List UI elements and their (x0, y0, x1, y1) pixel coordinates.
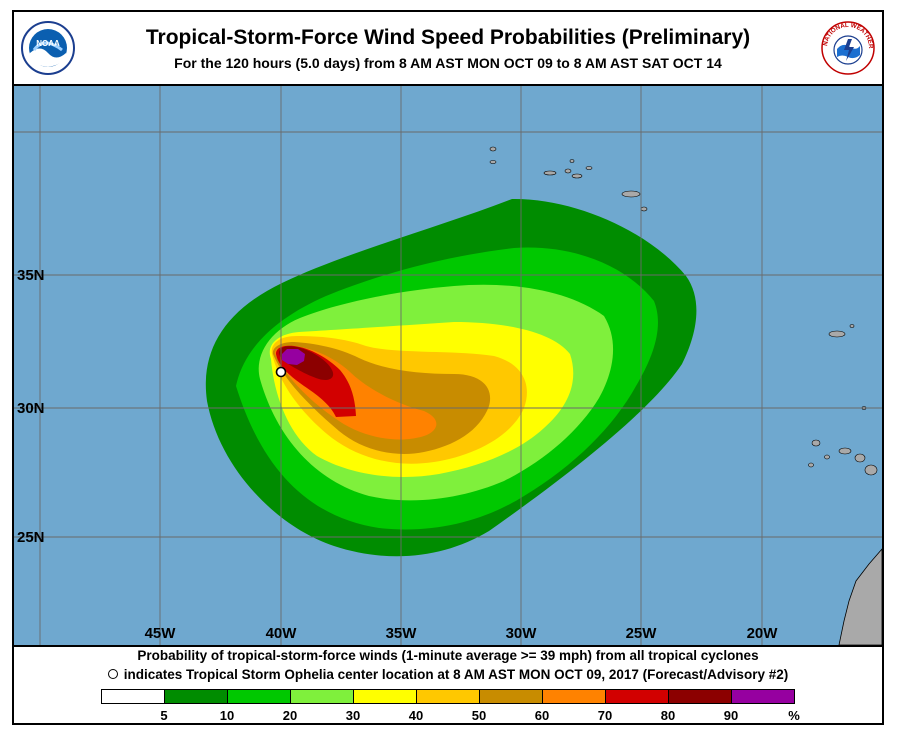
color-legend: 5 10 20 30 40 50 60 70 80 90% (101, 689, 801, 723)
legend-swatch (731, 689, 795, 704)
probability-map: 35N 30N 25N 45W 40W 35W 30W 25W 20W (14, 84, 882, 647)
legend-swatch (227, 689, 291, 704)
canary-islands (808, 439, 878, 476)
lon-label-20w: 20W (747, 625, 779, 642)
latitude-labels: 35N 30N 25N (17, 267, 45, 546)
legend-swatch (668, 689, 732, 704)
legend-label: 80 (660, 708, 676, 723)
nws-logo-icon: NATIONAL WEATHER SERVICE (820, 20, 875, 75)
azores-islands (489, 146, 648, 212)
lon-label-25w: 25W (626, 625, 658, 642)
storm-center-caption: indicates Tropical Storm Ophelia center … (14, 667, 882, 682)
probability-caption: Probability of tropical-storm-force wind… (137, 648, 759, 663)
legend-label: 90 (723, 708, 739, 723)
noaa-logo-text: NOAA (36, 39, 60, 48)
footer: Probability of tropical-storm-force wind… (14, 645, 882, 723)
lat-label-30n: 30N (17, 400, 45, 417)
land-masses (489, 146, 882, 645)
legend-label: 20 (282, 708, 298, 723)
page-title: Tropical-Storm-Force Wind Speed Probabil… (145, 26, 751, 49)
page-subtitle: For the 120 hours (5.0 days) from 8 AM A… (174, 55, 722, 71)
legend-label: 10 (219, 708, 235, 723)
probability-contours (205, 198, 697, 557)
africa-coast (838, 548, 882, 645)
legend-swatch (353, 689, 417, 704)
lon-label-40w: 40W (266, 625, 298, 642)
legend-swatch (542, 689, 606, 704)
legend-label: 50 (471, 708, 487, 723)
legend-label: 40 (408, 708, 424, 723)
lat-label-25n: 25N (17, 529, 45, 546)
noaa-logo-icon: NOAA (21, 21, 75, 75)
legend-label: 60 (534, 708, 550, 723)
legend-swatch (290, 689, 354, 704)
legend-label: % (788, 708, 800, 723)
longitude-labels: 45W 40W 35W 30W 25W 20W (145, 625, 779, 642)
contour-max-probability-region (282, 349, 305, 365)
graticule (14, 86, 882, 645)
legend-swatch (605, 689, 669, 704)
lon-label-30w: 30W (506, 625, 538, 642)
legend-label: 5 (160, 708, 168, 723)
storm-center-key-icon (107, 669, 118, 679)
lat-label-35n: 35N (17, 267, 45, 284)
storm-center-marker[interactable] (275, 366, 287, 378)
lon-label-45w: 45W (145, 625, 177, 642)
header: NOAA Tropical-Storm-Force Wind Speed Pro… (14, 12, 882, 84)
storm-center-caption-text: indicates Tropical Storm Ophelia center … (123, 667, 789, 682)
legend-swatch (101, 689, 165, 704)
legend-label: 70 (597, 708, 613, 723)
legend-label: 30 (345, 708, 361, 723)
legend-swatch (479, 689, 543, 704)
map-canvas: 35N 30N 25N 45W 40W 35W 30W 25W 20W (14, 86, 882, 645)
lon-label-35w: 35W (386, 625, 418, 642)
legend-swatch (416, 689, 480, 704)
figure-frame: NOAA Tropical-Storm-Force Wind Speed Pro… (12, 10, 884, 725)
legend-swatch (164, 689, 228, 704)
